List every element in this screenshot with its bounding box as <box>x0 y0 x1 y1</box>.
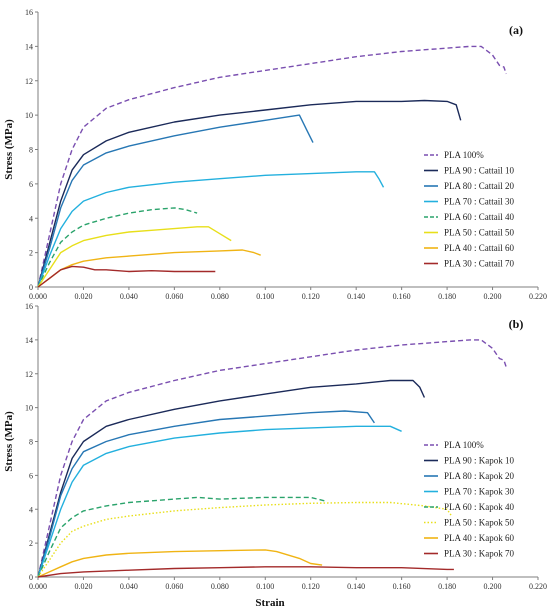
panel-b-y-tick-label: 4 <box>29 505 33 514</box>
panel-a-legend-label-2: PLA 90 : Cattail 10 <box>444 166 515 176</box>
panel-b-series-line-4 <box>37 425 402 578</box>
panel-a-panel-label: (a) <box>509 23 523 37</box>
panel-b-series-line-8 <box>37 566 454 578</box>
panel-b-x-tick-label: 0.020 <box>74 582 92 591</box>
panel-a-series-line-3 <box>37 114 314 288</box>
panel-a-y-tick-label: 14 <box>25 42 33 51</box>
panel-b-legend-label-1: PLA 100% <box>444 440 484 450</box>
panel-b-y-tick-label: 12 <box>25 370 33 379</box>
panel-b-series-line-3 <box>37 410 375 578</box>
panel-b-x-tick-label: 0.180 <box>438 582 456 591</box>
panel-a-x-tick-label: 0.040 <box>120 292 138 301</box>
panel-b-y-tick-label: 0 <box>29 573 33 582</box>
panel-b-legend-label-7: PLA 40 : Kapok 60 <box>444 533 515 543</box>
panel-a-legend-label-8: PLA 30 : Cattail 70 <box>444 259 515 269</box>
panel-b-legend-label-6: PLA 50 : Kapok 50 <box>444 518 515 528</box>
panel-b-legend-label-4: PLA 70 : Kapok 30 <box>444 487 515 497</box>
panel-a-legend-label-4: PLA 70 : Cattail 30 <box>444 197 515 207</box>
panel-a-series-line-2 <box>37 99 462 288</box>
panel-a-legend-label-3: PLA 80 : Cattail 20 <box>444 181 515 191</box>
panel-b-x-axis-title: Strain <box>255 597 284 609</box>
panel-b-x-tick-label: 0.140 <box>347 582 365 591</box>
panel-a-series-line-6 <box>37 226 232 288</box>
panel-b-y-tick-label: 6 <box>29 471 33 480</box>
panel-b-x-tick-label: 0.220 <box>529 582 547 591</box>
panel-a-series-line-7 <box>37 249 261 288</box>
panel-b-x-tick-label: 0.100 <box>256 582 274 591</box>
panel-b-panel-label: (b) <box>509 317 524 331</box>
panel-b-series-line-5 <box>37 496 325 578</box>
panel-a-x-tick-label: 0.160 <box>393 292 411 301</box>
panel-a-x-tick-label: 0.100 <box>256 292 274 301</box>
panel-a-x-tick-label: 0.080 <box>211 292 229 301</box>
panel-a-y-tick-label: 12 <box>25 77 33 86</box>
panel-b-x-tick-label: 0.120 <box>302 582 320 591</box>
panel-b-legend-label-5: PLA 60 : Kapok 40 <box>444 502 515 512</box>
panel-a-x-tick-label: 0.060 <box>165 292 183 301</box>
panel-b-x-tick-label: 0.040 <box>120 582 138 591</box>
panel-a-legend-label-5: PLA 60 : Cattail 40 <box>444 212 515 222</box>
panel-a-series-line-4 <box>37 171 385 288</box>
panel-b-x-tick-label: 0.080 <box>211 582 229 591</box>
panel-a-x-tick-label: 0.020 <box>74 292 92 301</box>
panel-b-y-tick-label: 2 <box>29 539 33 548</box>
panel-a-x-tick-label: 0.140 <box>347 292 365 301</box>
panel-a-y-tick-label: 4 <box>29 214 33 223</box>
panel-a-y-tick-label: 2 <box>29 249 33 258</box>
panel-a-legend-label-6: PLA 50 : Cattail 50 <box>444 228 515 238</box>
panel-a-y-tick-label: 0 <box>29 283 33 292</box>
panel-a-y-tick-label: 16 <box>25 8 33 17</box>
panel-b-series-line-1 <box>37 339 507 578</box>
panel-b-y-axis-title: Stress (MPa) <box>3 411 15 472</box>
panel-a-series-line-1 <box>37 45 507 288</box>
panel-a-y-tick-label: 8 <box>29 146 33 155</box>
panel-b-x-tick-label: 0.160 <box>393 582 411 591</box>
panel-a-y-tick-label: 6 <box>29 180 33 189</box>
panel-b-y-tick-label: 10 <box>25 404 33 413</box>
panel-a-x-tick-label: 0.200 <box>484 292 502 301</box>
panel-a-x-tick-label: 0.180 <box>438 292 456 301</box>
panel-b-y-tick-label: 16 <box>25 302 33 311</box>
panel-b-legend-label-3: PLA 80 : Kapok 20 <box>444 471 515 481</box>
panel-b-y-tick-label: 8 <box>29 438 33 447</box>
panel-b-series-line-6 <box>37 501 453 578</box>
panel-a-x-tick-label: 0.000 <box>29 292 47 301</box>
panel-b-x-tick-label: 0.000 <box>29 582 47 591</box>
panel-a-x-tick-label: 0.220 <box>529 292 547 301</box>
panel-b-series-line-7 <box>37 549 323 578</box>
panel-a-series-line-5 <box>37 207 198 288</box>
panel-a-legend-label-1: PLA 100% <box>444 150 484 160</box>
panel-b-series-line-2 <box>37 379 426 578</box>
panel-b-y-tick-label: 14 <box>25 336 33 345</box>
panel-a-y-axis-title: Stress (MPa) <box>3 119 15 180</box>
panel-a-series-line-8 <box>37 265 216 288</box>
panel-a-y-tick-label: 10 <box>25 111 33 120</box>
panel-b-legend-label-2: PLA 90 : Kapok 10 <box>444 456 515 466</box>
panel-a-legend-label-7: PLA 40 : Cattail 60 <box>444 243 515 253</box>
panel-b-legend-label-8: PLA 30 : Kapok 70 <box>444 549 515 559</box>
panel-b-x-tick-label: 0.200 <box>484 582 502 591</box>
panel-a-x-tick-label: 0.120 <box>302 292 320 301</box>
panel-b-x-tick-label: 0.060 <box>165 582 183 591</box>
